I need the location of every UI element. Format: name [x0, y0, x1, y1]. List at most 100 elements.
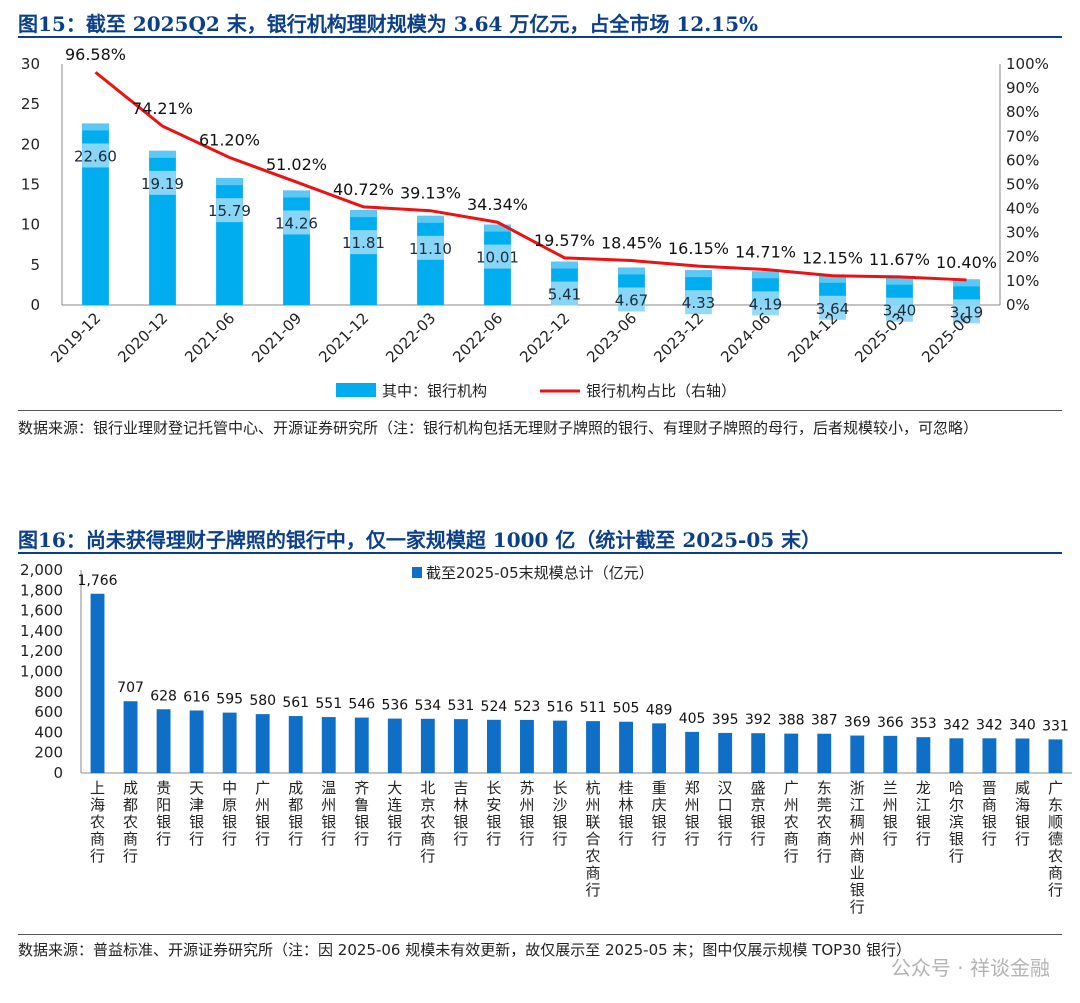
bar-value-label: 342	[976, 717, 1003, 733]
bar	[387, 718, 402, 773]
bar-cap	[417, 215, 444, 223]
bar	[453, 719, 468, 773]
bar	[321, 717, 336, 773]
x-tick-label: 浙江稠州商业银行	[850, 779, 865, 916]
x-tick-label: 重庆银行	[652, 779, 667, 848]
y-tick-label: 1,200	[20, 642, 63, 660]
ratio-value-label: 40.72%	[333, 180, 394, 199]
legend-bar-label: 其中：银行机构	[382, 382, 487, 400]
ratio-value-label: 34.34%	[467, 195, 528, 214]
left-tick-label: 30	[21, 55, 40, 73]
x-tick-label: 成都农商行	[123, 779, 138, 865]
right-tick-label: 0%	[1006, 296, 1030, 314]
x-tick-label: 吉林银行	[453, 779, 468, 848]
y-tick-label: 2,000	[20, 561, 63, 579]
x-tick-label: 2023-06	[583, 309, 640, 366]
bar	[751, 733, 766, 773]
bar-value-label: 405	[679, 711, 706, 727]
right-tick-label: 70%	[1006, 127, 1039, 145]
x-tick-label: 贵阳银行	[156, 779, 171, 848]
bar	[156, 709, 171, 773]
bar-value-label: 595	[216, 692, 243, 708]
x-tick-label: 广州银行	[255, 779, 270, 848]
x-tick-label: 龙江银行	[916, 779, 931, 848]
bar-cap	[752, 271, 779, 279]
bar-value-label: 580	[249, 693, 276, 709]
bar	[520, 719, 534, 773]
bar-value-label: 395	[712, 712, 739, 728]
bar-value-label: 551	[315, 696, 342, 712]
left-tick-label: 0	[30, 296, 40, 314]
legend-label: 截至2025-05末规模总计（亿元）	[426, 564, 654, 582]
x-tick-label: 苏州银行	[519, 779, 534, 848]
x-tick-label: 郑州银行	[685, 779, 700, 848]
chart-bank-wealth-scale: 0 5 10 15 20 25 30 0% 10% 20% 30% 40% 50% 60% 70% 80% 90…	[21, 45, 1049, 400]
x-tick-label: 成都银行	[288, 779, 303, 848]
bar-value-label: 19.19	[141, 175, 184, 193]
right-tick-label: 60%	[1006, 151, 1039, 169]
figure15-source: 数据来源：银行业理财登记托管中心、开源证券研究所（注：银行机构包括无理财子牌照的…	[18, 419, 979, 437]
bar-label-bg	[216, 198, 243, 223]
bar	[685, 731, 700, 773]
bar-value-label: 511	[580, 700, 607, 716]
figure16-title-rule	[18, 552, 1062, 554]
bar-cap	[283, 190, 310, 198]
bar-value-label: 387	[811, 713, 838, 729]
bar	[486, 719, 501, 773]
x-tick-label: 齐鲁银行	[354, 779, 369, 848]
bar	[1048, 739, 1063, 773]
bar-label-bg	[752, 291, 779, 316]
x-tick-label: 2023-12	[650, 309, 707, 366]
ratio-value-label: 14.71%	[735, 243, 796, 262]
x-tick-label: 2022-12	[516, 309, 573, 366]
x-tick-label: 2021-06	[181, 309, 238, 366]
bar-label-bg	[551, 281, 578, 306]
bar-value-label: 546	[348, 697, 375, 713]
bar-value-label: 342	[943, 717, 970, 733]
bar	[354, 717, 369, 773]
ratio-value-label: 18.45%	[601, 234, 662, 253]
x-tick-label: 2024-12	[784, 309, 841, 366]
bar-label-bg	[149, 170, 176, 195]
ratio-value-label: 11.67%	[869, 250, 930, 269]
x-tick-label: 温州银行	[321, 779, 336, 848]
bar-cap	[216, 178, 243, 186]
x-tick-label: 2022-06	[449, 309, 506, 366]
figure15-source-rule	[18, 410, 1062, 411]
bar-value-label: 524	[481, 699, 508, 715]
x-tick-label: 北京农商行	[420, 779, 435, 865]
x-tick-label: 杭州联合农商行	[586, 779, 601, 899]
bar-value-label: 534	[414, 698, 441, 714]
bar	[288, 716, 303, 773]
x-tick-label: 2021-09	[248, 309, 305, 366]
bar	[916, 737, 931, 773]
bar-cap	[618, 267, 645, 275]
ratio-value-label: 10.40%	[936, 253, 997, 272]
bar-value-label: 15.79	[208, 202, 251, 220]
bar-cap	[350, 210, 377, 218]
bar	[949, 738, 964, 773]
x-tick-label: 广东顺德农商行	[1048, 779, 1063, 899]
y-tick-label: 800	[34, 683, 63, 701]
x-tick-label: 中原银行	[222, 779, 237, 848]
left-tick-label: 10	[21, 216, 40, 234]
bar-value-label: 14.26	[275, 214, 318, 232]
bar-cap	[149, 150, 176, 158]
bar	[420, 718, 435, 773]
bar	[619, 721, 633, 773]
x-tick-label: 2024-06	[717, 309, 774, 366]
bar	[817, 733, 832, 773]
bar-value-label: 4.67	[615, 291, 648, 309]
bar	[586, 721, 600, 773]
bar	[982, 738, 997, 773]
legend-bar-swatch	[336, 383, 376, 397]
x-tick-label: 哈尔滨银行	[949, 779, 964, 865]
bar-cap	[953, 279, 980, 287]
bar-value-label: 531	[448, 698, 475, 714]
bar-value-label: 516	[547, 700, 574, 716]
ratio-value-label: 74.21%	[132, 99, 193, 118]
x-tick-label: 天津银行	[189, 779, 204, 848]
bar-value-label: 707	[117, 680, 144, 696]
bar-value-label: 4.33	[682, 294, 715, 312]
bar-label-bg	[283, 210, 310, 235]
